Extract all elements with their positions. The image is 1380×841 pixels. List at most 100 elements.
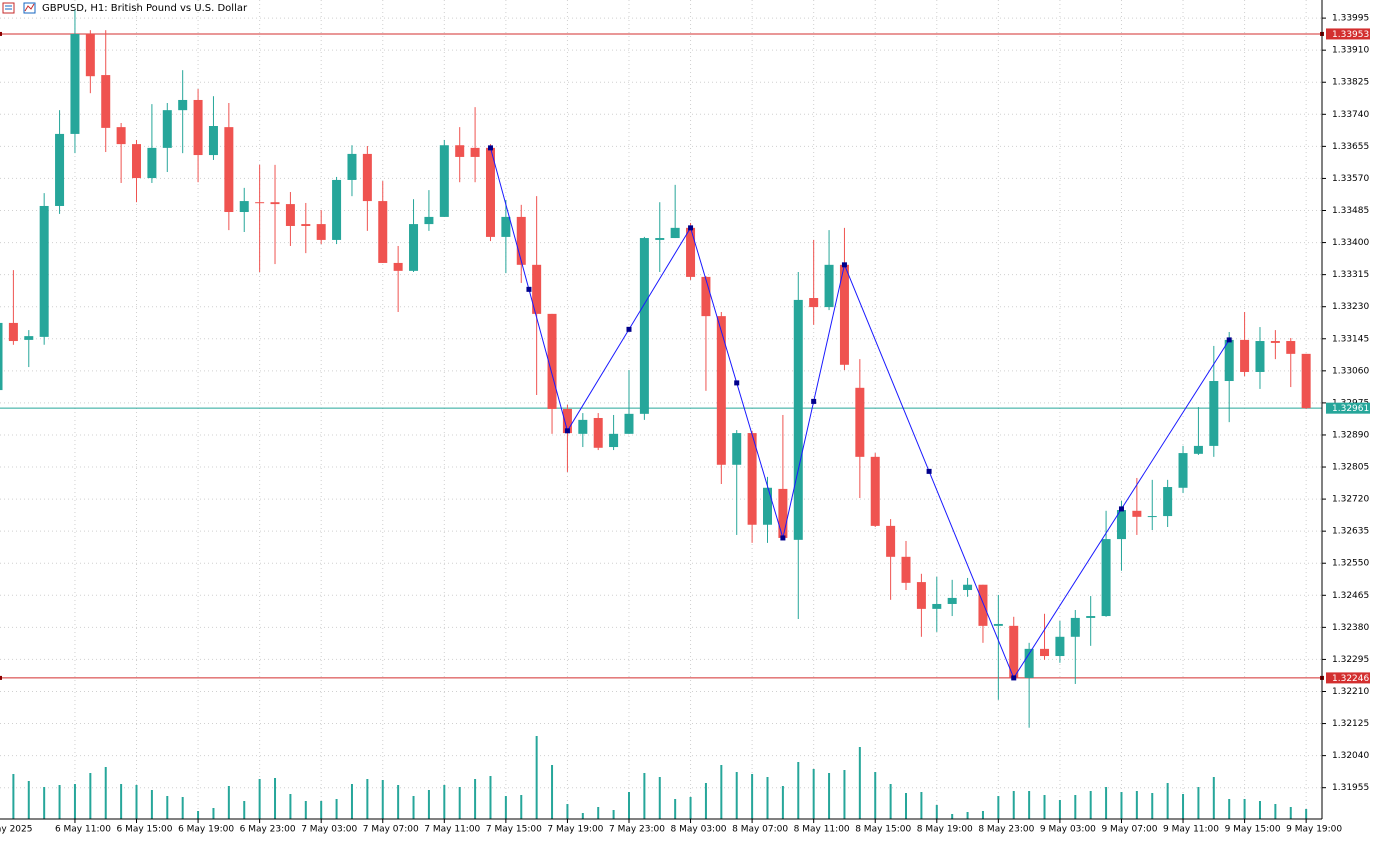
candle-body: [639, 238, 649, 414]
x-tick-label: 8 May 19:00: [917, 825, 973, 835]
y-tick-label: 1.32890: [1332, 430, 1369, 440]
candle-body: [239, 201, 249, 213]
chart-title: GBPUSD, H1: British Pound vs U.S. Dollar: [42, 3, 248, 14]
x-tick-label: 7 May 07:00: [363, 825, 419, 835]
candle-body: [147, 147, 157, 179]
candle-body: [1147, 516, 1157, 518]
candle-body: [870, 456, 880, 526]
candle-body: [393, 262, 403, 271]
level-handle: [0, 675, 2, 680]
candle-body: [609, 433, 619, 448]
polyline-handle: [564, 428, 570, 434]
candle-body: [0, 322, 3, 391]
y-tick-label: 1.33400: [1332, 238, 1369, 248]
candle-body: [593, 417, 603, 448]
candle-body: [686, 227, 696, 277]
x-tick-label: 6 May 11:00: [55, 825, 111, 835]
y-tick-label: 1.32125: [1332, 719, 1369, 729]
y-tick-label: 1.32635: [1332, 527, 1369, 537]
candle-body: [85, 33, 95, 77]
icon-list[interactable]: [2, 2, 15, 14]
candle-body: [178, 99, 188, 111]
candle-body: [932, 603, 942, 609]
candle-body: [655, 238, 665, 240]
candle-body: [578, 419, 588, 434]
candle-body: [39, 205, 49, 337]
y-tick-label: 1.32295: [1332, 655, 1369, 665]
y-tick-label: 1.33315: [1332, 270, 1369, 280]
candle-body: [1070, 617, 1080, 637]
grid: [0, 0, 1322, 819]
price-badge-label: 1.32961: [1332, 404, 1369, 414]
candle-body: [839, 264, 849, 365]
candle-body: [793, 299, 803, 540]
candle-body: [1240, 339, 1250, 372]
candle-body: [732, 433, 742, 465]
polyline-handle: [734, 380, 740, 386]
candle-body: [270, 202, 280, 205]
candle-body: [1024, 648, 1034, 678]
y-tick-label: 1.32465: [1332, 591, 1369, 601]
x-tick-label: 6 May 19:00: [178, 825, 234, 835]
candle-body: [208, 126, 218, 156]
candle-body: [439, 145, 449, 217]
candle-body: [747, 433, 757, 525]
price-badge-label: 1.33953: [1332, 30, 1369, 40]
candle-body: [824, 264, 834, 308]
candle-body: [132, 144, 142, 179]
candle-body: [763, 487, 772, 525]
candle-body: [532, 264, 542, 314]
polyline-handle: [841, 262, 847, 268]
candle-body: [1116, 510, 1126, 540]
candle-body: [916, 582, 926, 609]
candle-body: [362, 153, 372, 202]
x-tick-label: 9 May 19:00: [1286, 825, 1342, 835]
y-tick-label: 1.33995: [1332, 14, 1369, 24]
y-tick-label: 1.32720: [1332, 495, 1369, 505]
x-tick-label: 9 May 03:00: [1040, 825, 1096, 835]
candle-body: [516, 216, 526, 265]
candle-body: [316, 224, 326, 240]
candle-body: [485, 147, 495, 237]
x-tick-label: 8 May 15:00: [855, 825, 911, 835]
candle-body: [1009, 625, 1019, 678]
candle-body: [809, 298, 819, 308]
candle-body: [162, 110, 172, 148]
x-tick-label: 7 May 03:00: [301, 825, 357, 835]
x-tick-label: 9 May 11:00: [1163, 825, 1219, 835]
y-tick-label: 1.31955: [1332, 783, 1369, 793]
candle-body: [1255, 341, 1265, 372]
polyline-handle: [1118, 506, 1124, 512]
candle-body: [624, 413, 634, 434]
candle-body: [1193, 445, 1203, 454]
polyline-handle: [811, 398, 817, 404]
candle-body: [716, 316, 726, 465]
candle-body: [332, 179, 342, 240]
candle-body: [116, 127, 126, 145]
candle-body: [255, 202, 265, 204]
y-tick-label: 1.33060: [1332, 366, 1369, 376]
polyline-handle: [626, 326, 632, 332]
candle-body: [1101, 539, 1111, 617]
header-icons: [2, 2, 36, 14]
y-tick-label: 1.32040: [1332, 751, 1369, 761]
icon-line: [24, 3, 35, 12]
candle-body: [1286, 341, 1296, 354]
candle-body: [1224, 339, 1234, 382]
candle-body: [1132, 510, 1142, 517]
polyline-handle: [1226, 337, 1232, 343]
polyline-handle: [780, 535, 786, 541]
candle-body: [1055, 636, 1065, 657]
y-tick-label: 1.33910: [1332, 46, 1369, 56]
candle-body: [855, 387, 865, 457]
polyline-handle: [1011, 675, 1017, 681]
y-tick-label: 1.33825: [1332, 78, 1369, 88]
candle-body: [193, 99, 203, 156]
y-tick-label: 1.33485: [1332, 206, 1369, 216]
candle-body: [224, 127, 234, 213]
candle-body: [501, 216, 511, 237]
price-badge: [1326, 672, 1370, 684]
x-tick-label: 7 May 15:00: [486, 825, 542, 835]
x-tick-label: 7 May 23:00: [609, 825, 665, 835]
price-badge-label: 1.32246: [1332, 674, 1369, 684]
